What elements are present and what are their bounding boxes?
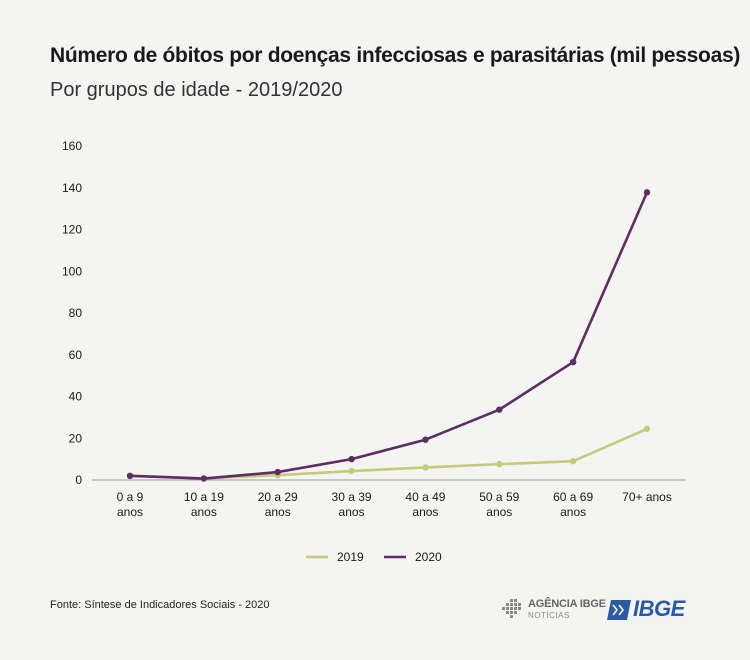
x-tick-label: 20 a 29 anos [258, 490, 298, 519]
agencia-logo-text: AGÊNCIA IBGE [528, 598, 606, 610]
line-chart: 0 20 40 60 80 100 120 140 160 0 a 9 anos 10 a 19 ano… [62, 139, 686, 564]
y-tick-label: 0 [75, 473, 82, 487]
data-point-2020 [200, 475, 208, 482]
y-tick-label: 120 [62, 223, 82, 237]
data-point-2019 [348, 467, 355, 475]
data-point-2019 [569, 458, 577, 465]
chart-subtitle: Por grupos de idade - 2019/2020 [50, 79, 343, 101]
x-tick-label: 50 a 59 anos [479, 490, 519, 519]
data-point-2020 [274, 468, 281, 476]
ibge-logo: IBGE [607, 596, 703, 622]
data-point-2020 [422, 436, 429, 443]
chart-title: Número de óbitos por doenças infecciosas… [50, 44, 741, 67]
x-tick-label: 0 a 9 anos [117, 490, 144, 519]
y-tick-label: 160 [62, 139, 82, 153]
y-tick-label: 80 [69, 306, 83, 320]
source-note: Fonte: Síntese de Indicadores Sociais - … [50, 599, 270, 611]
x-tick-label: 70+ anos [622, 490, 672, 504]
y-tick-label: 20 [69, 431, 83, 445]
data-point-2020 [126, 472, 134, 480]
x-tick-label: 10 a 19 anos [184, 490, 224, 519]
series-line-2020 [129, 191, 649, 480]
series-line-2019 [129, 427, 648, 480]
legend-label-2020: 2020 [415, 550, 442, 564]
y-tick-label: 140 [62, 181, 82, 195]
agencia-ibge-logo: AGÊNCIA IBGE NOTÍCIAS [502, 597, 606, 623]
x-tick-label: 40 a 49 anos [405, 490, 445, 519]
legend-label-2019: 2019 [337, 550, 364, 564]
data-point-2020 [348, 455, 355, 463]
data-point-2019 [643, 425, 651, 433]
data-point-2019 [496, 460, 503, 468]
y-tick-label: 60 [69, 348, 83, 362]
y-tick-label: 100 [62, 264, 82, 278]
y-tick-label: 40 [69, 390, 83, 404]
ibge-emblem-icon [607, 600, 631, 620]
data-point-2020 [496, 406, 503, 413]
agencia-logo-subtext: NOTÍCIAS [528, 611, 570, 620]
x-tick-label: 30 a 39 anos [332, 490, 372, 519]
ibge-logo-text: IBGE [633, 596, 685, 621]
data-point-2020 [643, 189, 651, 196]
x-tick-label: 60 a 69 anos [553, 490, 593, 519]
data-point-2019 [422, 464, 429, 471]
agencia-grid-icon [502, 599, 521, 618]
data-point-2020 [569, 358, 577, 366]
